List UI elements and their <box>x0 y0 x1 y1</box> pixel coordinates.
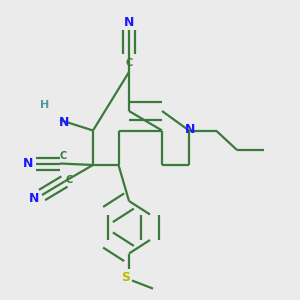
Text: S: S <box>122 271 130 284</box>
Text: N: N <box>23 157 34 170</box>
Text: N: N <box>124 16 134 29</box>
Text: C: C <box>65 175 73 185</box>
Text: C: C <box>59 151 67 161</box>
Text: N: N <box>59 116 70 130</box>
Text: H: H <box>40 100 50 110</box>
Text: N: N <box>29 191 40 205</box>
Text: C: C <box>125 58 133 68</box>
Text: N: N <box>185 122 196 136</box>
